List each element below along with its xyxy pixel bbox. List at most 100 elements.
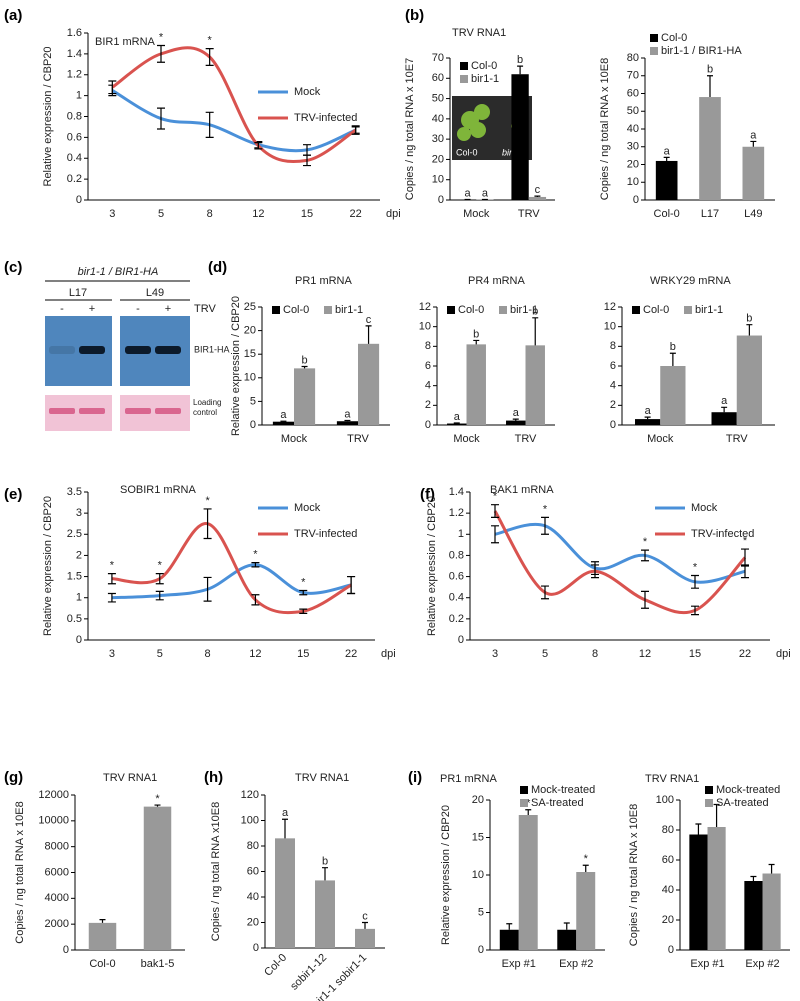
blot-treatment: TRV xyxy=(194,303,216,315)
y-tick-label: 4 xyxy=(425,380,431,392)
y-tick-label: 15 xyxy=(472,831,484,843)
x-tick-label: Mock xyxy=(453,433,480,445)
error-bar xyxy=(695,823,702,835)
bar xyxy=(711,412,737,425)
y-tick-label: 8 xyxy=(610,340,616,352)
y-tick-label: 20 xyxy=(432,153,444,165)
bar xyxy=(272,421,294,425)
error-bar xyxy=(322,867,328,881)
y-tick-label: 0.6 xyxy=(67,131,82,143)
x-tick-label: 12 xyxy=(252,208,264,220)
x-tick-label: 3 xyxy=(109,208,115,220)
y-tick-label: 10 xyxy=(244,372,256,384)
significance-mark: * xyxy=(253,549,258,561)
error-bar xyxy=(517,65,524,75)
x-unit: dpi xyxy=(381,648,396,660)
inset-label: Col-0 xyxy=(456,147,478,157)
error-bar xyxy=(365,325,372,344)
bar xyxy=(518,815,538,950)
y-tick-label: 50 xyxy=(432,92,444,104)
x-tick-label: 12 xyxy=(249,648,261,660)
y-tick-label: 0 xyxy=(76,194,82,206)
chart-title: TRV RNA1 xyxy=(645,773,699,785)
error-bar xyxy=(669,352,676,366)
significance-mark: * xyxy=(743,535,748,547)
x-tick-label: 15 xyxy=(297,648,309,660)
legend-label: TRV-infected xyxy=(691,528,754,540)
legend-label: Col-0 xyxy=(458,304,484,316)
error-bar xyxy=(251,594,260,606)
x-tick-label: Mock xyxy=(281,433,308,445)
x-tick-label: TRV xyxy=(518,208,540,220)
bar xyxy=(336,421,358,425)
bar xyxy=(576,872,596,950)
y-tick-label: 40 xyxy=(627,123,639,135)
error-bar xyxy=(491,525,499,544)
y-tick-label: 1.4 xyxy=(67,48,82,60)
legend-swatch xyxy=(650,34,658,42)
bar xyxy=(525,345,545,425)
inset-leaf xyxy=(474,104,490,120)
chart-title: TRV RNA1 xyxy=(452,27,506,39)
x-tick-label: 5 xyxy=(158,208,164,220)
error-bar xyxy=(108,80,117,95)
bar xyxy=(744,881,763,950)
y-tick-label: 60 xyxy=(432,72,444,84)
y-tick-label: 2.5 xyxy=(67,528,82,540)
bar-annotation: a xyxy=(645,405,652,417)
y-tick-label: 1 xyxy=(76,592,82,604)
x-tick-label: Mock xyxy=(463,208,490,220)
y-tick-label: 3.5 xyxy=(67,486,82,498)
panel-label: (i) xyxy=(408,769,422,786)
significance-mark: * xyxy=(110,560,115,572)
x-tick-label: TRV xyxy=(347,433,369,445)
legend-swatch xyxy=(705,786,713,794)
bar xyxy=(511,74,529,200)
x-tick-label: 15 xyxy=(301,208,313,220)
error-bar xyxy=(663,156,670,161)
legend-label: bir1-1 xyxy=(335,304,363,316)
significance-mark: * xyxy=(693,561,698,573)
y-tick-label: 1.6 xyxy=(67,27,82,39)
y-tick-label: 8000 xyxy=(45,841,69,853)
x-tick-label: 5 xyxy=(157,648,163,660)
chart-title: PR4 mRNA xyxy=(468,275,526,287)
error-bar xyxy=(205,48,214,66)
error-bar xyxy=(641,590,649,609)
error-bar xyxy=(691,574,699,589)
line xyxy=(494,523,746,584)
bar-annotation: b xyxy=(301,354,307,366)
error-bar xyxy=(641,549,649,562)
bar xyxy=(506,420,526,425)
error-bar xyxy=(707,75,713,98)
legend-label: Mock xyxy=(691,502,718,514)
y-tick-label: 120 xyxy=(241,789,259,801)
y-axis-label: Copies / ng total RNA x 10E8 xyxy=(599,58,611,200)
x-tick-label: 8 xyxy=(205,648,211,660)
bar xyxy=(689,834,708,950)
y-axis-label: Relative expression / CBP20 xyxy=(42,46,54,186)
bar-annotation: b xyxy=(517,54,523,66)
y-tick-label: 100 xyxy=(656,794,674,806)
legend-swatch xyxy=(650,47,658,55)
error-bar xyxy=(741,548,749,567)
bar-annotation: b xyxy=(473,328,479,340)
legend-label: SA-treated xyxy=(531,797,584,809)
bar-annotation: a xyxy=(513,407,520,419)
y-tick-label: 0 xyxy=(458,634,464,646)
bar xyxy=(707,827,726,950)
y-tick-label: 8 xyxy=(425,340,431,352)
error-bar xyxy=(203,576,212,602)
error-bar xyxy=(301,365,308,369)
bar-annotation: c xyxy=(362,910,368,922)
error-bar xyxy=(525,809,532,815)
bar-annotation: a xyxy=(280,409,287,421)
bar xyxy=(635,419,661,425)
legend-label: Col-0 xyxy=(643,304,669,316)
bar xyxy=(355,928,375,948)
y-tick-label: 10 xyxy=(627,176,639,188)
error-bar xyxy=(299,608,308,614)
y-tick-label: 20 xyxy=(627,158,639,170)
bar-annotation: a xyxy=(282,807,289,819)
legend-label: Col-0 xyxy=(283,304,309,316)
